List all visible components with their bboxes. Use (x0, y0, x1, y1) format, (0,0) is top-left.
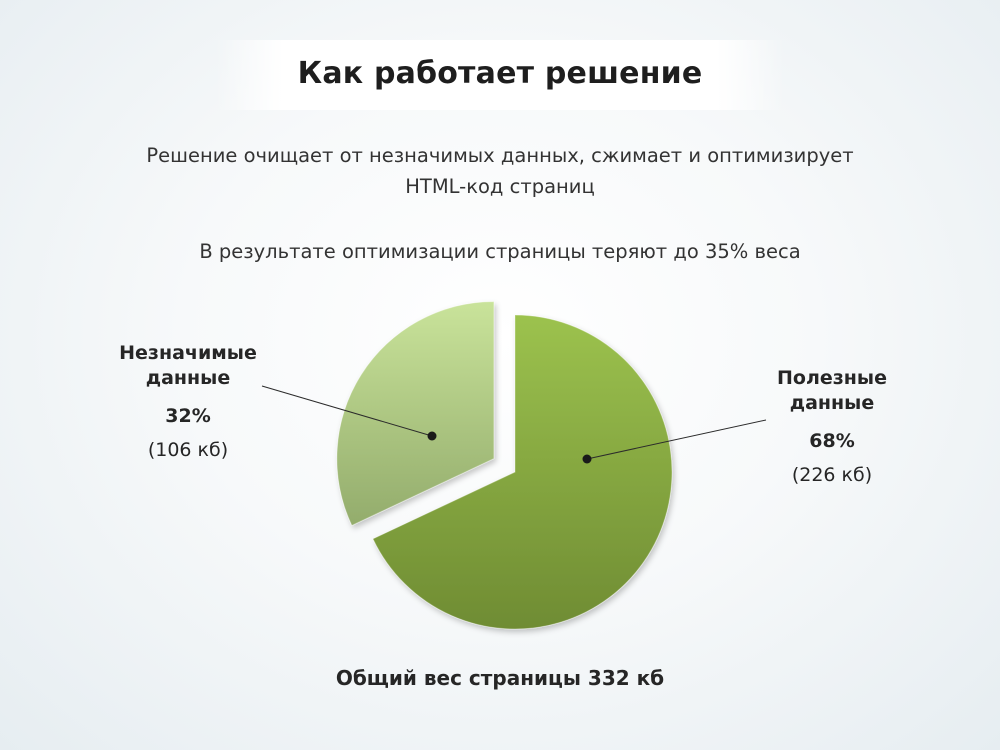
leader-line-useful (586, 419, 767, 460)
label-useful-data: Полезные данные 68% (226 кб) (752, 366, 912, 486)
label-insignificant-name-1: Незначимые (119, 342, 257, 364)
subtitle-line-3: В результате оптимизации страницы теряют… (199, 240, 801, 263)
label-useful-size: (226 кб) (791, 464, 873, 486)
label-useful-name-2: данные (789, 392, 875, 414)
label-insignificant-data: Незначимые данные 32% (106 кб) (108, 341, 268, 461)
label-insignificant-percent: 32% (165, 405, 211, 427)
label-insignificant-size: (106 кб) (147, 439, 229, 461)
page-title: Как работает решение (297, 56, 703, 91)
title-band (215, 40, 785, 110)
slice-insignificant-data (336, 301, 495, 527)
slice-useful-data (372, 314, 673, 630)
label-useful-percent: 68% (809, 430, 855, 452)
subtitle-line-2: HTML-код страниц (405, 175, 595, 198)
label-insignificant-name-2: данные (145, 367, 231, 389)
leader-line-insignificant (261, 385, 433, 437)
subtitle-line-1: Решение очищает от незначимых данных, сж… (146, 144, 854, 167)
leader-dot-insignificant (427, 431, 437, 441)
label-useful-name-1: Полезные (777, 367, 887, 389)
leader-dot-useful (582, 454, 592, 464)
total-weight: Общий вес страницы 332 кб (335, 666, 665, 690)
